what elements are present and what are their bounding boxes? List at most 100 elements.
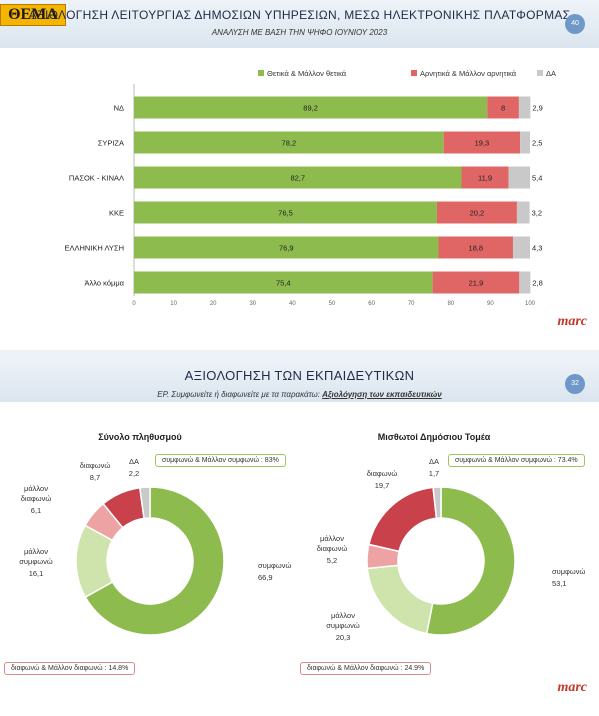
publisher-logo: ΘΕΜΑ [0, 4, 66, 26]
chart-title: ΑΞΙΟΛΟΓΗΣΗ ΛΕΙΤΟΥΡΓΙΑΣ ΔΗΜΟΣΙΩΝ ΥΠΗΡΕΣΙΩ… [28, 8, 571, 22]
x-tick-label: 100 [525, 301, 536, 307]
slice-label: διαφωνώ [21, 494, 52, 503]
bar-segment [432, 271, 520, 294]
donut-charts: Σύνολο πληθυσμούσυμφωνώ66,9μάλλονσυμφωνώ… [19, 432, 586, 642]
data-label: 2,9 [532, 104, 542, 113]
bar-segment [134, 201, 437, 224]
data-label: 5,4 [532, 174, 542, 183]
slice-label: ΔΑ [429, 457, 439, 466]
slice-value-label: 6,1 [31, 506, 41, 515]
category-label: ΝΔ [114, 104, 124, 113]
donut-slice [138, 486, 151, 520]
question-prefix: ΕΡ. Συμφωνείτε ή διαφωνείτε με τα παρακά… [157, 390, 320, 399]
slice-value-label: 66,9 [258, 573, 273, 582]
data-label: 82,7 [290, 174, 305, 183]
x-tick-label: 50 [329, 301, 336, 307]
data-label: 8 [501, 104, 505, 113]
donut-slice [432, 486, 442, 520]
chart-subtitle: ΑΝΑΛΥΣΗ ΜΕ ΒΑΣΗ ΤΗΝ ΨΗΦΟ ΙΟΥΝΙΟΥ 2023 [211, 28, 388, 37]
data-label: 76,9 [279, 244, 294, 253]
survey-question: ΕΡ. Συμφωνείτε ή διαφωνείτε με τα παρακά… [0, 390, 599, 399]
slice-value-label: 20,3 [336, 633, 351, 642]
data-label: 76,5 [278, 209, 293, 218]
panel-separator [0, 350, 599, 358]
data-label: 2,5 [532, 139, 542, 148]
slice-value-label: 5,2 [327, 556, 337, 565]
data-label: 11,9 [478, 174, 492, 183]
bar-segment [443, 131, 521, 154]
legend-swatch [537, 70, 543, 76]
slice-label: συμφωνώ [258, 561, 292, 570]
bar-segment [134, 131, 444, 154]
question-topic: Αξιολόγηση των εκπαιδευτικών [322, 390, 442, 399]
bar-segment [134, 96, 488, 119]
bar-segment [520, 131, 530, 154]
data-label: 20,2 [470, 209, 485, 218]
slice-label: συμφωνώ [326, 621, 360, 630]
data-label: 78,2 [282, 139, 297, 148]
teacher-evaluation-panel: ΑΞΙΟΛΟΓΗΣΗ ΤΩΝ ΕΚΠΑΙΔΕΥΤΙΚΩΝ ΕΡ. Συμφωνε… [0, 356, 599, 716]
slice-label: συμφωνώ [19, 557, 53, 566]
data-label: 21,9 [469, 279, 484, 288]
x-tick-label: 90 [487, 301, 494, 307]
bar-segment [134, 271, 433, 294]
slice-label: διαφωνώ [317, 544, 348, 553]
agree-summary-callout: συμφωνώ & Μάλλον συμφωνώ : 73.4% [448, 454, 585, 467]
category-label: Άλλο κόμμα [85, 279, 125, 288]
disagree-summary-callout: διαφωνώ & Μάλλον διαφωνώ : 24.9% [300, 662, 432, 675]
donut-slice [367, 486, 438, 553]
slice-value-label: 2,2 [129, 469, 139, 478]
bar-segment [134, 236, 439, 259]
bar-segment [508, 166, 530, 189]
legend-label: Αρνητικά & Μάλλον αρνητικά [420, 69, 517, 78]
legend-label: Θετικά & Μάλλον θετικά [267, 69, 347, 78]
x-tick-label: 0 [132, 301, 136, 307]
slice-label: συμφωνώ [552, 567, 586, 576]
party-evaluation-panel: ΘΕΜΑ ΑΞΙΟΛΟΓΗΣΗ ΛΕΙΤΟΥΡΓΙΑΣ ΔΗΜΟΣΙΩΝ ΥΠΗ… [0, 0, 599, 352]
slice-label: μάλλον [24, 484, 48, 493]
slice-label: διαφωνώ [367, 469, 398, 478]
data-label: 19,3 [475, 139, 490, 148]
x-tick-label: 70 [408, 301, 415, 307]
header-band [0, 0, 599, 48]
category-label: ΕΛΛΗΝΙΚΗ ΛΥΣΗ [64, 244, 124, 253]
page-number-badge: 32 [565, 374, 585, 394]
x-tick-label: 60 [368, 301, 375, 307]
slice-value-label: 53,1 [552, 579, 567, 588]
bar-segment [438, 236, 513, 259]
slice-label: μάλλον [24, 547, 48, 556]
legend-label: ΔΑ [546, 69, 556, 78]
x-tick-label: 40 [289, 301, 296, 307]
x-tick-label: 80 [447, 301, 454, 307]
category-label: ΚΚΕ [109, 209, 124, 218]
slice-label: ΔΑ [129, 457, 139, 466]
slice-value-label: 16,1 [29, 569, 44, 578]
section-title: ΑΞΙΟΛΟΓΗΣΗ ΤΩΝ ΕΚΠΑΙΔΕΥΤΙΚΩΝ [184, 368, 415, 383]
bar-segment [516, 201, 530, 224]
bar-segment [512, 236, 530, 259]
bar-segment [487, 96, 519, 119]
bar-segment [518, 96, 531, 119]
slice-label: διαφωνώ [80, 461, 111, 470]
donut-slice [366, 564, 434, 635]
legend-swatch [258, 70, 264, 76]
slice-label: μάλλον [331, 611, 355, 620]
slice-value-label: 8,7 [90, 473, 100, 482]
donut-slice [425, 486, 516, 636]
slice-value-label: 19,7 [375, 481, 390, 490]
slice-value-label: 1,7 [429, 469, 439, 478]
category-label: ΣΥΡΙΖΑ [98, 139, 124, 148]
slice-label: μάλλον [320, 534, 344, 543]
data-label: 4,3 [532, 244, 542, 253]
data-label: 18,8 [468, 244, 483, 253]
category-label: ΠΑΣΟΚ - ΚΙΝΑΛ [69, 174, 124, 183]
disagree-summary-callout: διαφωνώ & Μάλλον διαφωνώ : 14.8% [4, 662, 136, 675]
x-tick-label: 30 [249, 301, 256, 307]
bar-segment [134, 166, 462, 189]
data-label: 3,2 [532, 209, 542, 218]
agree-summary-callout: συμφωνώ & Μάλλον συμφωνώ : 83% [155, 454, 286, 467]
donut-title: Μισθωτοί Δημόσιου Τομέα [378, 432, 491, 442]
bar-segment [461, 166, 509, 189]
bar-segment [519, 271, 531, 294]
data-label: 2,8 [532, 279, 542, 288]
